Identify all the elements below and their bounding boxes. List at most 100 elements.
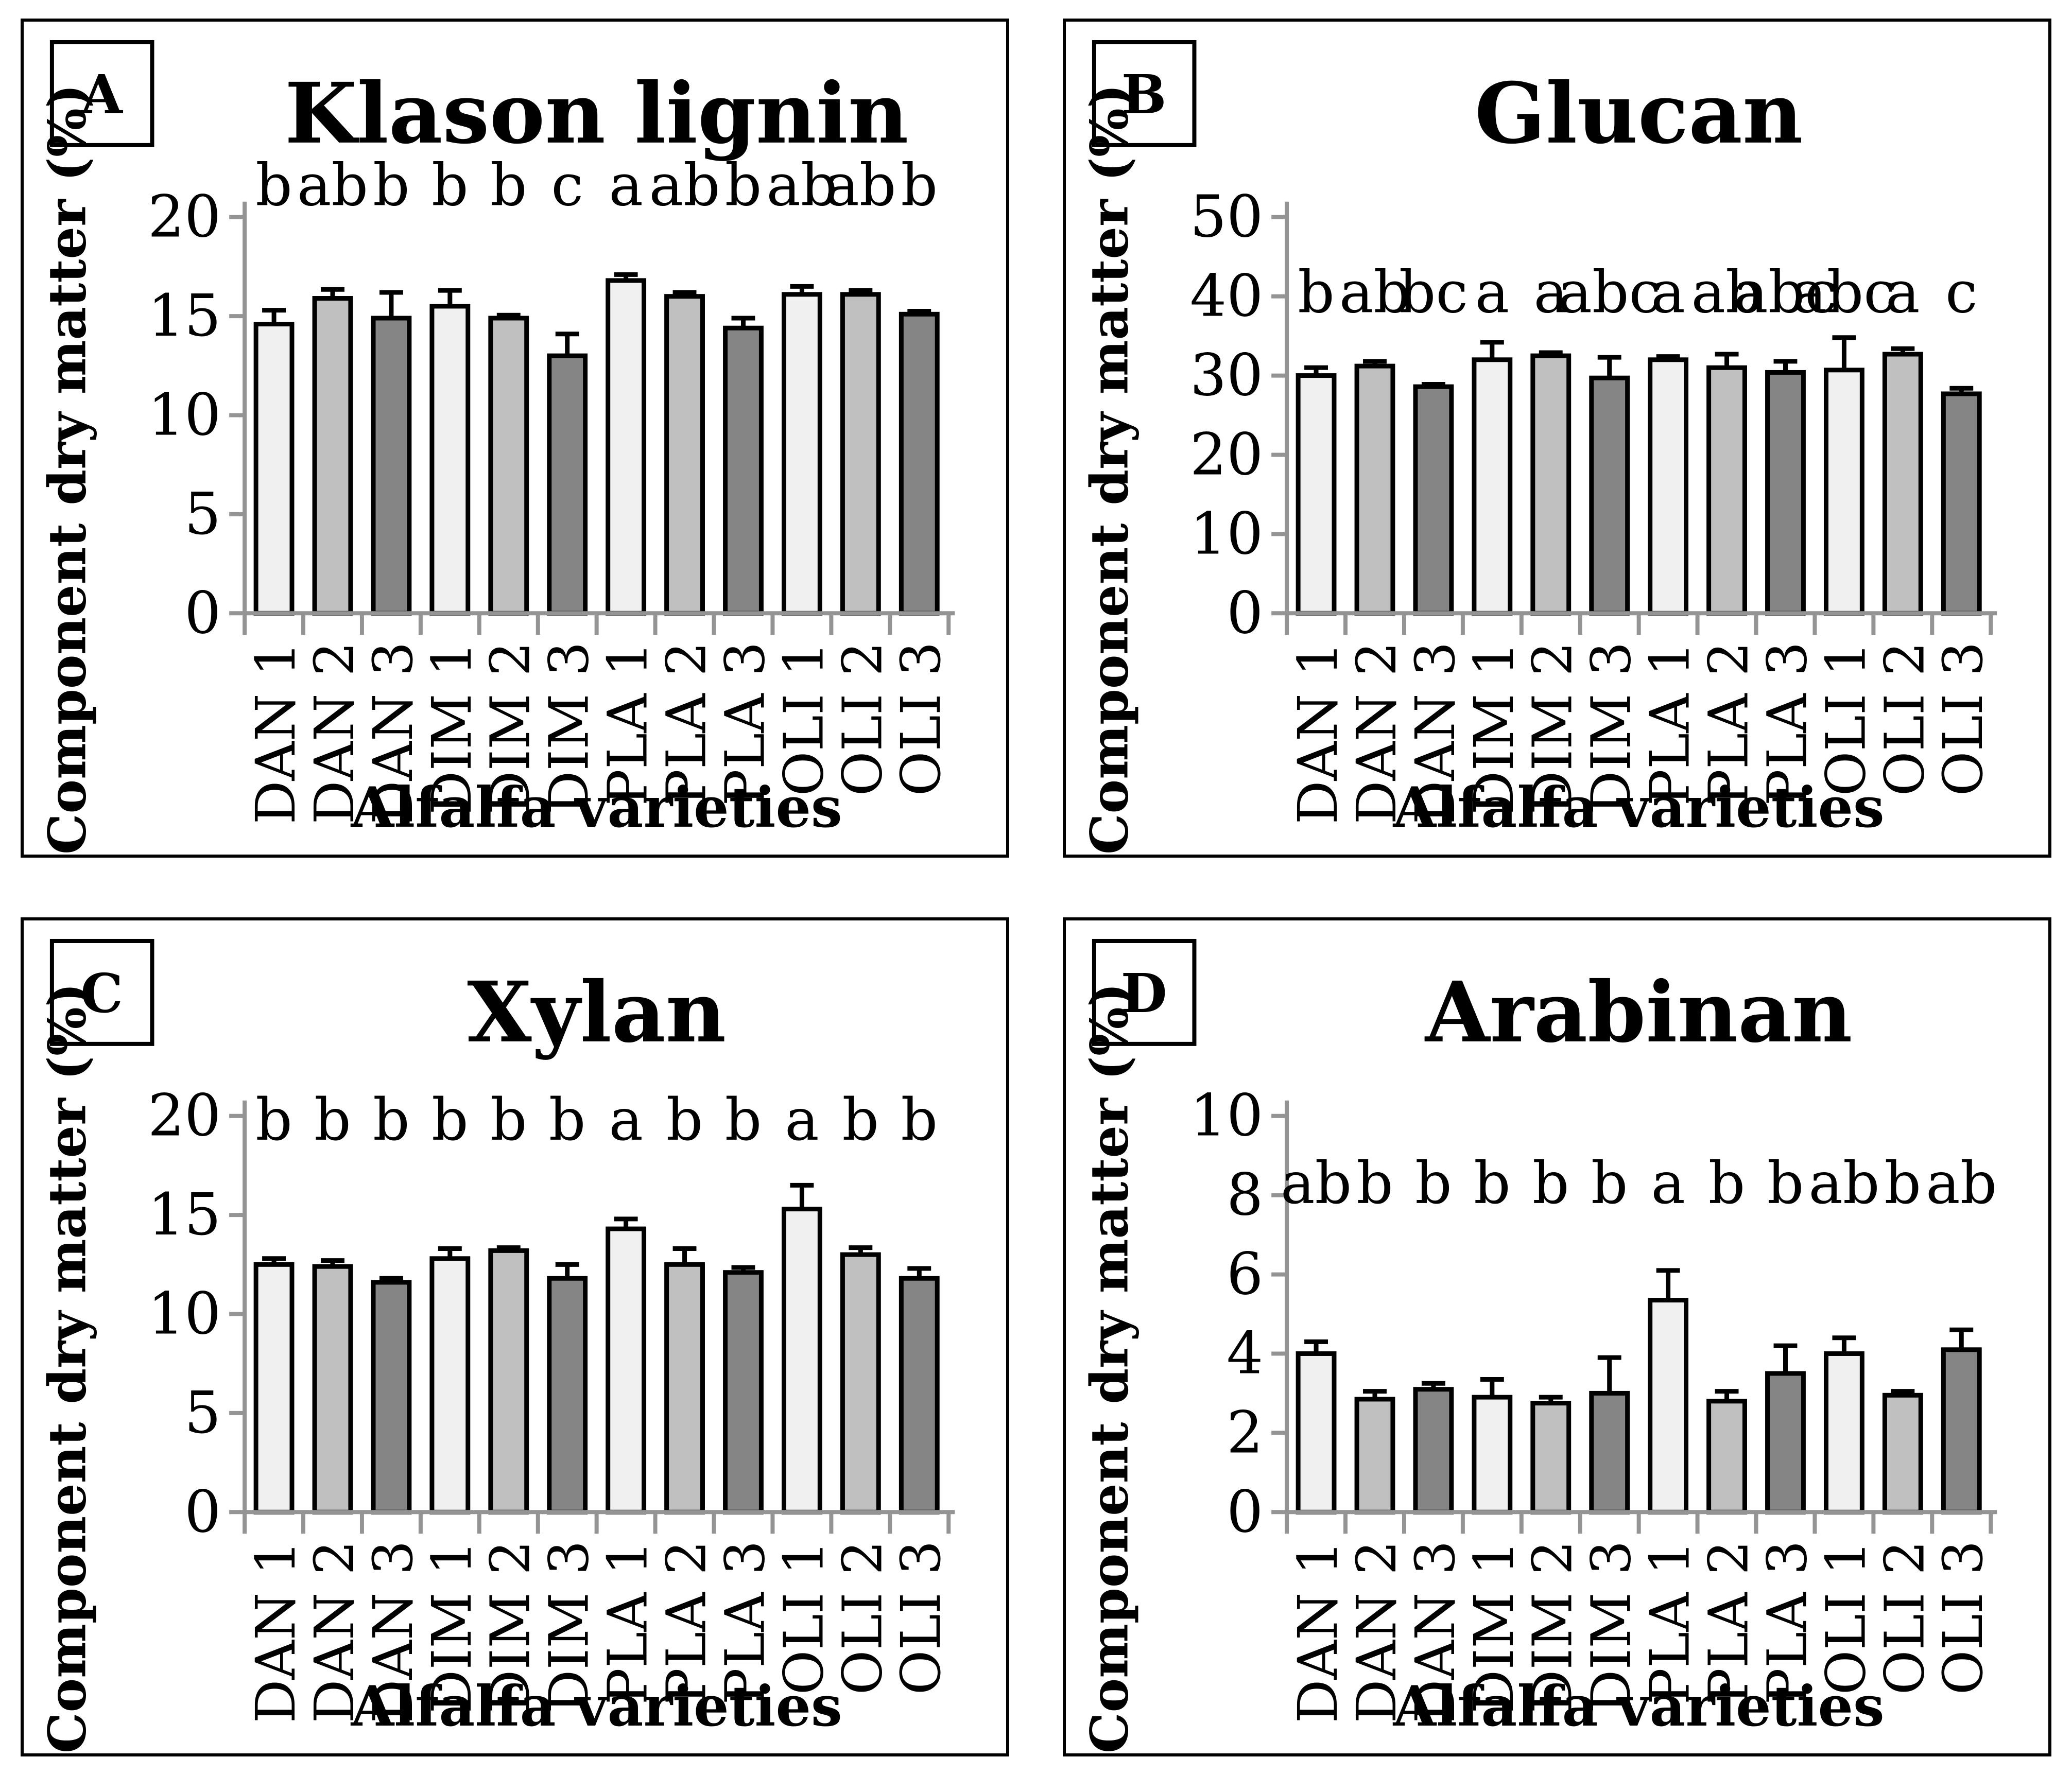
x-category-label: DIM 3 xyxy=(538,1540,601,1713)
y-tick-label: 15 xyxy=(148,283,221,350)
x-category-label: PLA 3 xyxy=(713,641,776,806)
x-category-label: DIM 2 xyxy=(1521,641,1584,814)
significance-letter: b xyxy=(314,1087,351,1154)
bar xyxy=(1589,1390,1630,1515)
x-category-label: PLA 3 xyxy=(713,1540,776,1704)
bar xyxy=(1882,1393,1923,1515)
significance-letter: b xyxy=(901,1087,938,1154)
x-category-label: PLA 2 xyxy=(655,641,718,806)
panel-D: D Arabinan Component dry matter (%) Alfa… xyxy=(1063,917,2051,1756)
significance-letter: a xyxy=(609,152,643,219)
y-axis-title: Component dry matter (%) xyxy=(1079,84,1140,855)
significance-letter: b xyxy=(1356,1150,1393,1217)
significance-letter: b xyxy=(373,152,410,219)
bar xyxy=(1823,368,1864,616)
bar xyxy=(606,1226,647,1515)
significance-letter: b xyxy=(490,152,527,219)
x-category-label: PLA 2 xyxy=(1697,1540,1760,1704)
y-axis-title: Component dry matter (%) xyxy=(37,983,98,1753)
x-category-label: PLA 1 xyxy=(596,1540,660,1704)
bar xyxy=(1765,370,1806,616)
bar xyxy=(1706,1399,1747,1515)
y-tick-label: 10 xyxy=(148,1280,221,1347)
significance-letter: a xyxy=(1533,259,1568,326)
panel-label-box xyxy=(1092,40,1197,147)
bar xyxy=(781,1207,822,1515)
x-category-label: DIM 3 xyxy=(1580,1540,1643,1713)
x-category-label: DAN 1 xyxy=(244,641,307,824)
x-category-label: OLI 3 xyxy=(1931,1540,1995,1695)
significance-letter: b xyxy=(1474,1150,1511,1217)
x-category-label: DAN 2 xyxy=(1345,1540,1408,1723)
bar xyxy=(899,311,940,616)
x-category-label: DAN 2 xyxy=(1345,641,1408,824)
chart-xylan: C Xylan Component dry matter (%) Alfalfa… xyxy=(37,938,955,1753)
y-tick-label: 10 xyxy=(1190,1083,1263,1150)
bar xyxy=(1941,1347,1982,1515)
bar xyxy=(312,1264,353,1515)
y-tick-label: 8 xyxy=(1227,1162,1263,1229)
significance-letter: b xyxy=(666,1087,703,1154)
chart-glucan: B Glucan Component dry matter (%) Alfalf… xyxy=(1079,40,1997,855)
bar xyxy=(371,1280,412,1515)
chart-klason-lignin: A Klason lignin Component dry matter (%)… xyxy=(37,40,955,855)
x-category-label: PLA 3 xyxy=(1755,1540,1819,1704)
bar xyxy=(840,292,881,616)
bar xyxy=(1354,1397,1395,1515)
panel-label-box xyxy=(1092,938,1197,1046)
bar xyxy=(488,1248,529,1515)
chart-title: Klason lignin xyxy=(285,65,909,163)
bar xyxy=(1765,1371,1806,1515)
significance-letter: c xyxy=(551,152,583,219)
bar xyxy=(429,1256,471,1515)
x-category-label: PLA 1 xyxy=(1638,1540,1702,1704)
x-category-label: OLI 2 xyxy=(1873,641,1936,796)
bar xyxy=(723,325,764,616)
significance-letter: ab xyxy=(1808,1150,1879,1217)
significance-letter: b xyxy=(1885,1150,1922,1217)
x-category-label: OLI 2 xyxy=(831,1540,894,1695)
x-category-label: DIM 3 xyxy=(538,641,601,814)
x-category-label: DIM 1 xyxy=(420,1540,484,1713)
x-category-label: OLI 3 xyxy=(889,641,953,796)
x-category-label: DIM 2 xyxy=(1521,1540,1584,1713)
significance-letter: b xyxy=(373,1087,410,1154)
significance-letter: b xyxy=(1591,1150,1628,1217)
significance-letter: a xyxy=(1651,1150,1685,1217)
panel-B: B Glucan Component dry matter (%) Alfalf… xyxy=(1063,19,2051,858)
y-tick-label: 0 xyxy=(1227,580,1263,647)
bar xyxy=(312,296,353,616)
x-category-label: DAN 3 xyxy=(361,641,425,824)
x-category-label: DAN 3 xyxy=(1404,1540,1467,1723)
bar xyxy=(488,316,529,616)
bar xyxy=(1589,375,1630,616)
significance-letter: b xyxy=(255,152,292,219)
significance-letter: b xyxy=(1708,1150,1746,1217)
significance-letter: b xyxy=(725,1087,762,1154)
x-category-label: PLA 1 xyxy=(596,641,660,806)
y-axis-title: Component dry matter (%) xyxy=(1079,983,1140,1753)
y-tick-label: 6 xyxy=(1227,1241,1263,1308)
x-axis-title: Alfalfa varieties xyxy=(1393,775,1885,840)
y-tick-label: 0 xyxy=(1227,1478,1263,1545)
x-category-label: PLA 2 xyxy=(1697,641,1760,806)
bar xyxy=(371,316,412,616)
y-tick-label: 20 xyxy=(1190,421,1263,488)
bar xyxy=(253,322,295,616)
bar xyxy=(606,278,647,616)
significance-letter: ab xyxy=(1339,259,1410,326)
y-axis-title: Component dry matter (%) xyxy=(37,84,98,855)
x-category-label: DIM 2 xyxy=(479,1540,542,1713)
significance-letter: b xyxy=(901,152,938,219)
significance-letter: b xyxy=(431,1087,469,1154)
bar xyxy=(1648,1298,1689,1515)
bar xyxy=(1472,357,1513,616)
panel-label: B xyxy=(1121,63,1167,126)
bar xyxy=(1296,373,1337,616)
significance-letter: b xyxy=(1532,1150,1569,1217)
chart-title: Glucan xyxy=(1475,65,1803,163)
bar xyxy=(429,304,471,616)
bar xyxy=(1530,353,1572,616)
x-category-label: OLI 3 xyxy=(889,1540,953,1695)
y-tick-label: 15 xyxy=(148,1181,221,1248)
